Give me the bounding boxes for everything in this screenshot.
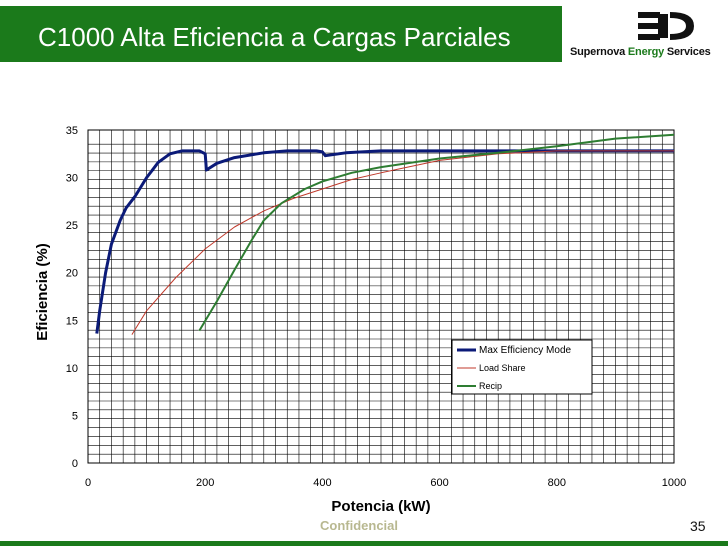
x-tick-label: 1000 <box>662 477 686 489</box>
logo-text: Supernova Energy Services <box>570 46 711 58</box>
legend-label: Load Share <box>479 363 526 373</box>
series-line-recip <box>198 133 675 332</box>
y-tick-label: 25 <box>66 220 78 232</box>
y-axis-label: Eficiencia (%) <box>34 243 51 341</box>
x-tick-label: 400 <box>313 477 331 489</box>
y-tick-label: 30 <box>66 173 78 185</box>
x-tick-label: 200 <box>196 477 214 489</box>
x-tick-label: 600 <box>430 477 448 489</box>
plot-border <box>87 129 675 464</box>
x-axis-label: Potencia (kW) <box>331 498 430 515</box>
footer-page-number: 35 <box>690 518 706 534</box>
legend-label: Recip <box>479 381 502 391</box>
footer-line <box>0 541 728 546</box>
logo-word-1: Supernova <box>570 46 626 58</box>
x-tick-label: 800 <box>548 477 566 489</box>
y-tick-label: 0 <box>72 458 78 470</box>
company-logo: Supernova Energy Services <box>566 8 720 60</box>
logo-word-2: Energy <box>627 46 665 58</box>
series-line-load-share <box>131 150 674 335</box>
slide-title: C1000 Alta Eficiencia a Cargas Parciales <box>38 22 511 52</box>
y-tick-label: 15 <box>66 315 78 327</box>
logo-icon <box>638 12 694 40</box>
x-tick-label: 0 <box>85 477 91 489</box>
series-line-max-efficiency-mode <box>95 149 674 334</box>
y-tick-label: 5 <box>72 410 78 422</box>
header-bar: C1000 Alta Eficiencia a Cargas Parciales <box>0 6 562 62</box>
footer-confidential: Confidencial <box>320 518 399 533</box>
y-tick-label: 35 <box>66 125 78 137</box>
legend-label: Max Efficiency Mode <box>479 345 572 356</box>
y-tick-label: 20 <box>66 268 78 280</box>
y-tick-label: 10 <box>66 363 78 375</box>
logo-word-3: Services <box>666 46 711 58</box>
